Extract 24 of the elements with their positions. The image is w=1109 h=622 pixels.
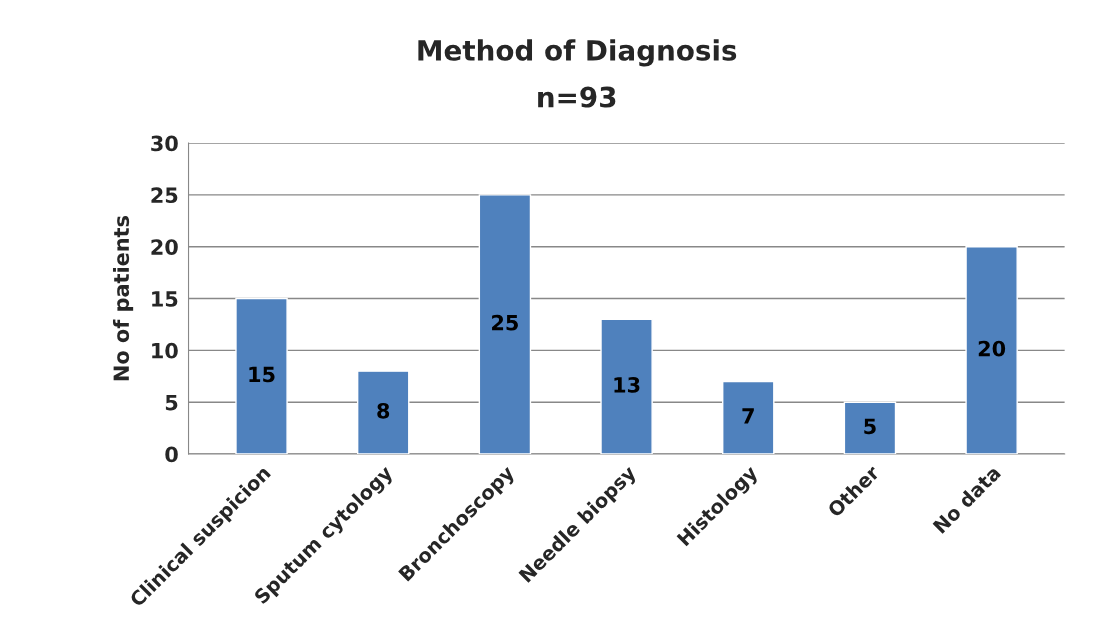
y-tick-label: 15	[152, 291, 178, 307]
y-tick-label: 25	[151, 187, 178, 204]
bar	[600, 318, 653, 455]
data-label: 8	[377, 402, 390, 419]
data-label: 25	[492, 314, 518, 331]
y-tick-label: 10	[152, 342, 178, 359]
data-label: 7	[742, 408, 754, 424]
data-label: 20	[978, 340, 1006, 357]
bar	[356, 370, 410, 455]
data-label: 13	[614, 376, 640, 393]
chart-subtitle: n=93	[538, 86, 616, 108]
y-tick-label: 5	[165, 394, 178, 411]
y-tick-label: 20	[151, 239, 178, 255]
bar	[965, 246, 1018, 455]
chart-title: Method of Diagnosis	[418, 39, 737, 67]
y-tick-label: 30	[151, 135, 178, 152]
y-axis-title: No of patients	[112, 216, 134, 381]
bar	[722, 380, 775, 455]
data-label: 15	[249, 366, 275, 383]
y-tick-label: 0	[165, 446, 178, 463]
bar	[478, 194, 532, 455]
bar	[235, 297, 288, 455]
data-label: 5	[864, 418, 876, 435]
bar	[843, 401, 897, 455]
